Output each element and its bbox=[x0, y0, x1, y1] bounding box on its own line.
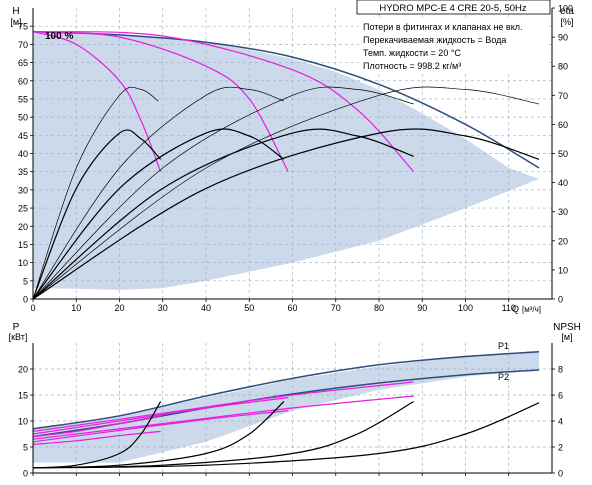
top-y-unit: [м] bbox=[10, 17, 21, 27]
bot-y-unit: [кВт] bbox=[9, 332, 28, 342]
bot-y-tick-label: 0 bbox=[23, 469, 28, 479]
top-y-tick-label: 65 bbox=[18, 58, 28, 68]
x-tick-label: 70 bbox=[331, 303, 341, 313]
bot-y2-label: NPSH bbox=[553, 322, 581, 333]
top-y-tick-label: 15 bbox=[18, 240, 28, 250]
bot-operating-range bbox=[33, 350, 539, 463]
top-curve-eta-1-pump bbox=[33, 129, 162, 299]
bot-y2-tick-label: 8 bbox=[558, 365, 563, 375]
bot-y-tick-label: 5 bbox=[23, 443, 28, 453]
x-tick-label: 20 bbox=[114, 303, 124, 313]
notes-box bbox=[359, 18, 549, 71]
top-operating-range bbox=[33, 31, 539, 290]
top-y-tick-label: 60 bbox=[18, 76, 28, 86]
x-tick-label: 100 bbox=[458, 303, 473, 313]
top-curve-eta-3-thin bbox=[33, 86, 285, 299]
top-y-tick-label: 35 bbox=[18, 167, 28, 177]
note-fluid: Перекачиваемая жидкость = Вода bbox=[363, 35, 506, 45]
x-tick-label: 60 bbox=[287, 303, 297, 313]
top-y2-tick-label: 70 bbox=[558, 91, 568, 101]
top-y2-tick-label: 10 bbox=[558, 265, 568, 275]
top-y-tick-label: 45 bbox=[18, 131, 28, 141]
bot-y2-unit: [м] bbox=[561, 332, 572, 342]
series-label-p2: P2 bbox=[498, 372, 509, 382]
top-y2-tick-label: 60 bbox=[558, 120, 568, 130]
top-y2-tick-label: 50 bbox=[558, 149, 568, 159]
curve-100-label: 100 % bbox=[45, 31, 73, 42]
x-tick-label: 40 bbox=[201, 303, 211, 313]
bot-y2-tick-label: 0 bbox=[558, 469, 563, 479]
top-curve-eta-6-thin bbox=[33, 86, 540, 299]
x-tick-label: 10 bbox=[71, 303, 81, 313]
top-y2-tick-label: 30 bbox=[558, 207, 568, 217]
bot-curve-p1-1-pump bbox=[33, 415, 161, 438]
top-y-tick-label: 70 bbox=[18, 40, 28, 50]
top-curve-eta-2-pumps bbox=[33, 128, 285, 299]
x-tick-label: 0 bbox=[30, 303, 35, 313]
top-y2-label: eta bbox=[560, 6, 574, 17]
top-y-tick-label: 20 bbox=[18, 222, 28, 232]
top-curve-head-1-pump bbox=[33, 31, 162, 172]
top-y-tick-label: 40 bbox=[18, 149, 28, 159]
bot-curve-p2-2-pumps bbox=[33, 410, 289, 443]
top-curve-eta-5-thin bbox=[33, 86, 414, 299]
top-y-tick-label: 0 bbox=[23, 295, 28, 305]
bot-curve-p2-1-pump bbox=[33, 430, 161, 445]
top-y2-tick-label: 0 bbox=[558, 295, 563, 305]
bot-curve-p2-3-pumps bbox=[33, 395, 414, 440]
top-y2-tick-label: 80 bbox=[558, 62, 568, 72]
note-fittings: Потери в фитингах и клапанах не вкл. bbox=[363, 22, 523, 32]
note-temperature: Темп. жидкости = 20 °C bbox=[363, 48, 461, 58]
bot-curve-p1-2-pumps bbox=[33, 397, 289, 435]
top-y-tick-label: 75 bbox=[18, 22, 28, 32]
x-tick-label: 30 bbox=[158, 303, 168, 313]
top-y-label: H bbox=[12, 6, 19, 17]
bot-curve-p1-3-pumps bbox=[33, 381, 414, 432]
top-curve-eta-4-thin bbox=[33, 86, 159, 299]
top-y2-tick-label: 100 bbox=[558, 4, 573, 14]
top-curve-eta-4-pumps bbox=[33, 128, 540, 299]
bot-curve-npsh-4-pumps bbox=[33, 402, 540, 469]
top-curve-head-2-pumps bbox=[33, 31, 289, 172]
top-curve-head-max bbox=[33, 30, 540, 169]
top-y-tick-label: 5 bbox=[23, 276, 28, 286]
bot-curve-p1 bbox=[33, 351, 540, 430]
top-y2-tick-label: 90 bbox=[558, 33, 568, 43]
top-y-tick-label: 55 bbox=[18, 94, 28, 104]
x-unit: [м³/ч] bbox=[522, 305, 541, 314]
bot-y-label: P bbox=[13, 322, 20, 333]
bot-y2-tick-label: 6 bbox=[558, 391, 563, 401]
x-tick-label: 90 bbox=[417, 303, 427, 313]
top-y-tick-label: 10 bbox=[18, 258, 28, 268]
top-curve-head-3-pumps bbox=[33, 31, 415, 173]
bot-y-tick-label: 10 bbox=[18, 417, 28, 427]
x-tick-label: 80 bbox=[374, 303, 384, 313]
note-density: Плотность = 998.2 кг/м³ bbox=[363, 61, 461, 71]
bot-y2-tick-label: 2 bbox=[558, 443, 563, 453]
x-tick-label: 110 bbox=[502, 303, 516, 313]
bot-y-tick-label: 15 bbox=[18, 391, 28, 401]
bot-y2-tick-label: 4 bbox=[558, 417, 563, 427]
top-y-tick-label: 30 bbox=[18, 185, 28, 195]
chart-title: HYDRO MPC-E 4 CRE 20-5, 50Hz bbox=[379, 3, 527, 14]
top-y-tick-label: 50 bbox=[18, 113, 28, 123]
x-label: Q bbox=[512, 304, 519, 314]
bot-y-tick-label: 20 bbox=[18, 365, 28, 375]
title-box bbox=[356, 0, 551, 15]
x-tick-label: 50 bbox=[244, 303, 254, 313]
bot-curve-npsh-1-pump bbox=[33, 401, 162, 469]
top-y-tick-label: 25 bbox=[18, 204, 28, 214]
top-y2-tick-label: 20 bbox=[558, 236, 568, 246]
top-y2-unit: [%] bbox=[560, 17, 573, 27]
series-label-p1: P1 bbox=[498, 341, 509, 351]
top-y2-tick-label: 40 bbox=[558, 178, 568, 188]
